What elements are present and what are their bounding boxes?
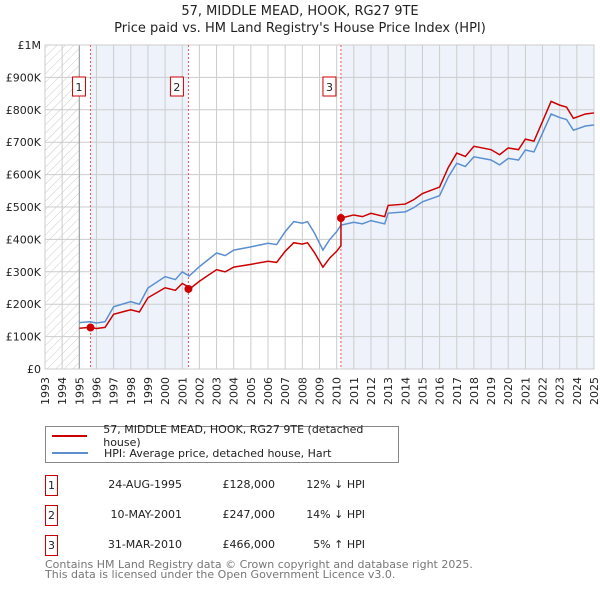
y-tick-label: £800K xyxy=(6,104,42,117)
x-tick-label: 2007 xyxy=(279,377,292,405)
sale-marker-label: 2 xyxy=(173,81,180,94)
sale-point xyxy=(86,323,95,332)
sale-point xyxy=(184,284,193,293)
x-tick-label: 2011 xyxy=(348,377,361,405)
y-tick-label: £200K xyxy=(6,298,42,311)
sale-marker-box xyxy=(322,76,337,97)
legend-swatch-property xyxy=(52,435,88,437)
sale-price: £128,000 xyxy=(222,478,276,491)
sale-marker-label: 1 xyxy=(45,475,58,496)
x-tick-label: 1998 xyxy=(125,377,138,405)
x-tick-label: 1995 xyxy=(73,377,86,405)
sale-hpi-diff: 14% ↓ HPI xyxy=(306,508,365,521)
sale-marker-box xyxy=(71,76,86,97)
legend-swatch-hpi xyxy=(52,452,88,454)
y-tick-label: £1M xyxy=(18,39,42,52)
x-tick-label: 1993 xyxy=(39,377,52,405)
x-tick-label: 2018 xyxy=(468,377,481,405)
x-tick-label: 2002 xyxy=(193,377,206,405)
x-tick-label: 2022 xyxy=(537,377,550,405)
x-tick-label: 2000 xyxy=(159,377,172,405)
y-tick-label: £400K xyxy=(6,233,42,246)
plot-border xyxy=(44,44,595,370)
x-tick-label: 2008 xyxy=(296,377,309,405)
x-tick-label: 1999 xyxy=(142,377,155,405)
sale-point xyxy=(336,214,345,223)
x-tick-label: 2019 xyxy=(485,377,498,405)
sale-row: 2 10-MAY-2001 £247,000 14% ↓ HPI xyxy=(45,505,445,526)
sale-marker-label: 2 xyxy=(45,505,58,526)
y-tick-label: £300K xyxy=(6,266,42,279)
x-tick-label: 2014 xyxy=(399,377,412,405)
y-tick-label: £100K xyxy=(6,331,42,344)
sale-date: 24-AUG-1995 xyxy=(108,478,182,491)
y-tick-label: £700K xyxy=(6,136,42,149)
sale-hpi-diff: 12% ↓ HPI xyxy=(306,478,365,491)
legend: 57, MIDDLE MEAD, HOOK, RG27 9TE (detache… xyxy=(45,423,399,463)
sale-date: 10-MAY-2001 xyxy=(110,508,182,521)
y-tick-label: £0 xyxy=(27,363,41,376)
x-tick-label: 2003 xyxy=(211,377,224,405)
sale-marker-label: 3 xyxy=(326,81,333,94)
x-tick-label: 2001 xyxy=(176,377,189,405)
x-tick-label: 2006 xyxy=(262,377,275,405)
x-tick-label: 2013 xyxy=(382,377,395,405)
plot-area: 1993 1994 1995 1996 1997 1998 1999 2000 2001 2002… xyxy=(6,39,600,405)
sale-price: £247,000 xyxy=(222,508,276,521)
x-tick-label: 1996 xyxy=(90,377,103,405)
x-tick-label: 2009 xyxy=(314,377,327,405)
legend-item-hpi: HPI: Average price, detached house, Hart xyxy=(52,445,331,461)
legend-item-property: 57, MIDDLE MEAD, HOOK, RG27 9TE (detache… xyxy=(52,423,398,449)
y-tick-label: £600K xyxy=(6,169,42,182)
property-price-line xyxy=(79,100,595,330)
footer-line-1: Contains HM Land Registry data © Crown c… xyxy=(45,558,473,571)
legend-label-hpi: HPI: Average price, detached house, Hart xyxy=(104,446,332,460)
x-tick-label: 2023 xyxy=(554,377,567,405)
hpi-line xyxy=(79,113,595,324)
y-tick-label: £500K xyxy=(6,201,42,214)
x-tick-label: 2005 xyxy=(245,377,258,405)
x-tick-label: 2010 xyxy=(331,377,344,405)
sale-row: 3 31-MAR-2010 £466,000 5% ↑ HPI xyxy=(45,535,445,556)
x-tick-label: 1994 xyxy=(56,377,69,405)
sale-price: £466,000 xyxy=(222,538,276,551)
y-tick-label: £900K xyxy=(6,71,42,84)
x-tick-label: 2016 xyxy=(434,377,447,405)
footer-line-2: This data is licensed under the Open Gov… xyxy=(45,568,396,581)
sale-marker-label: 1 xyxy=(75,81,82,94)
x-tick-label: 2017 xyxy=(451,377,464,405)
x-tick-label: 2012 xyxy=(365,377,378,405)
x-tick-label: 2015 xyxy=(416,377,429,405)
chart-subtitle: Price paid vs. HM Land Registry's House … xyxy=(114,21,486,36)
chart-title: 57, MIDDLE MEAD, HOOK, RG27 9TE xyxy=(181,4,419,19)
sale-hpi-diff: 5% ↑ HPI xyxy=(313,538,365,551)
sale-marker-box xyxy=(169,76,184,97)
sale-row: 1 24-AUG-1995 £128,000 12% ↓ HPI xyxy=(45,475,445,496)
x-tick-label: 2021 xyxy=(519,377,532,405)
x-tick-label: 2025 xyxy=(588,377,600,405)
footer: Contains HM Land Registry data © Crown c… xyxy=(45,558,473,581)
sale-marker-label: 3 xyxy=(45,535,58,556)
sale-date: 31-MAR-2010 xyxy=(107,538,182,551)
x-tick-label: 2024 xyxy=(571,377,584,405)
x-tick-label: 2020 xyxy=(502,377,515,405)
x-tick-label: 1997 xyxy=(108,377,121,405)
legend-label-property: 57, MIDDLE MEAD, HOOK, RG27 9TE (detache… xyxy=(103,423,364,449)
x-tick-label: 2004 xyxy=(228,377,241,405)
